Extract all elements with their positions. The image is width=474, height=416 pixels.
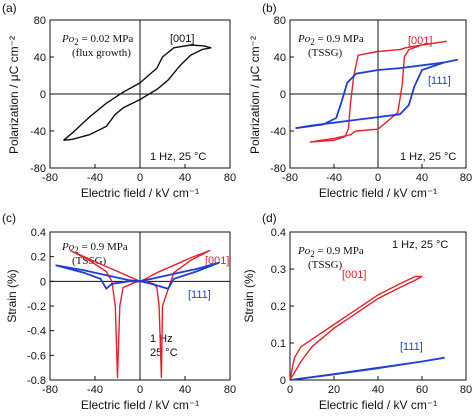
x-tick-label: -40 — [87, 172, 103, 184]
x-tick-label: 0 — [287, 384, 293, 396]
y-tick-label: -0.2 — [27, 301, 46, 313]
y-tick-label: 0.1 — [271, 338, 286, 350]
measurement-condition: 1 Hz, 25 °C — [392, 239, 448, 251]
y-tick-label: 0 — [280, 375, 286, 387]
x-tick-label: 40 — [416, 172, 428, 184]
y-tick-label: 0.2 — [271, 301, 286, 313]
series-line-001 — [309, 40, 447, 143]
x-tick-label: 80 — [460, 172, 472, 184]
condition-annotation: Po2 = 0.9 MPa — [297, 245, 364, 259]
y-tick-label: 0 — [280, 89, 286, 101]
condition-annotation-line2: (flux growth) — [72, 47, 131, 59]
y-tick-label: 0.2 — [31, 252, 46, 264]
x-tick-label: 40 — [179, 172, 191, 184]
y-tick-label: -0.4 — [27, 326, 46, 338]
series-label: [111] — [188, 289, 211, 301]
panel-c: -80 -40 0 40 80 -0.8 -0.6 -0.4 -0.2 0 0.2 0.4 Electr… — [2, 211, 236, 412]
y-tick-label: 0 — [40, 276, 46, 288]
x-tick-label: 0 — [137, 172, 143, 184]
measurement-condition-line2: 25 °C — [150, 347, 178, 359]
y-tick-label: -80 — [30, 163, 46, 175]
x-tick-label: 80 — [460, 384, 472, 396]
x-tick-label: 40 — [179, 384, 191, 396]
x-tick-label: -40 — [87, 384, 103, 396]
y-tick-label: 40 — [34, 52, 46, 64]
condition-annotation-line2: (TSSG) — [308, 259, 343, 271]
condition-annotation: Po2 = 0.9 MPa — [61, 241, 128, 255]
x-tick-label: 40 — [372, 384, 384, 396]
series-label: [111] — [428, 75, 451, 87]
series-label: [001] — [170, 33, 194, 45]
series-line-111 — [55, 261, 220, 290]
ylabel-bottom: Strain (%) — [5, 269, 19, 322]
y-tick-label: 0.4 — [31, 227, 46, 239]
x-tick-label: 20 — [328, 384, 340, 396]
series-line-111 — [295, 58, 459, 130]
y-tick-label: 0 — [40, 89, 46, 101]
panel-a: -80 -40 0 40 80 -80 -40 0 40 80 Electric field / k… — [2, 1, 236, 200]
panel-label: (b) — [262, 1, 277, 15]
ylabel-top: Polarization / μC cm⁻² — [7, 36, 21, 154]
measurement-condition: 1 Hz, 25 °C — [400, 151, 456, 163]
y-tick-label: -0.6 — [27, 350, 46, 362]
ylabel-bottom-right: Strain (%) — [242, 269, 256, 322]
series-line-111 — [289, 356, 445, 381]
y-tick-label: -40 — [30, 126, 46, 138]
series-label: [111] — [400, 341, 423, 353]
x-tick-label: -80 — [282, 172, 298, 184]
x-axis-label: Electric field / kV cm⁻¹ — [319, 398, 437, 412]
panel-d: 0 20 40 60 80 0 0.1 0.2 0.3 0.4 Electric field / k… — [262, 211, 472, 412]
series-label: [001] — [342, 269, 366, 281]
y-tick-label: 80 — [274, 15, 286, 27]
panel-label: (a) — [2, 1, 17, 15]
y-tick-label: -0.8 — [27, 375, 46, 387]
y-tick-label: 0.4 — [271, 227, 286, 239]
panel-label: (c) — [2, 211, 16, 225]
x-tick-label: 80 — [224, 384, 236, 396]
x-tick-label: 80 — [224, 172, 236, 184]
x-tick-label: 0 — [375, 172, 381, 184]
x-axis-label: Electric field / kV cm⁻¹ — [81, 398, 199, 412]
series-line-001 — [63, 44, 212, 141]
series-line-001 — [289, 275, 423, 381]
condition-annotation-line2: (TSSG) — [308, 47, 343, 59]
y-tick-label: -80 — [270, 163, 286, 175]
panel-label: (d) — [262, 211, 277, 225]
series-label: [001] — [408, 35, 432, 47]
panel-b: -80 -40 0 40 80 -80 -40 0 40 80 Electric field / k… — [262, 1, 472, 200]
y-tick-label: 0.3 — [271, 264, 286, 276]
ylabel-top-right: Polarization / μC cm⁻² — [248, 36, 262, 154]
y-tick-label: 40 — [274, 52, 286, 64]
x-axis-label: Electric field / kV cm⁻¹ — [319, 186, 437, 200]
y-tick-label: -40 — [270, 126, 286, 138]
condition-annotation: Po2 = 0.9 MPa — [297, 33, 364, 47]
x-tick-label: 0 — [137, 384, 143, 396]
x-tick-label: 60 — [416, 384, 428, 396]
condition-annotation: Po2 = 0.02 MPa — [61, 33, 133, 47]
x-tick-label: -80 — [42, 384, 58, 396]
measurement-condition: 1 Hz, 25 °C — [150, 151, 206, 163]
x-tick-label: -40 — [326, 172, 342, 184]
y-tick-label: 80 — [34, 15, 46, 27]
x-axis-label: Electric field / kV cm⁻¹ — [81, 186, 199, 200]
x-tick-label: -80 — [42, 172, 58, 184]
